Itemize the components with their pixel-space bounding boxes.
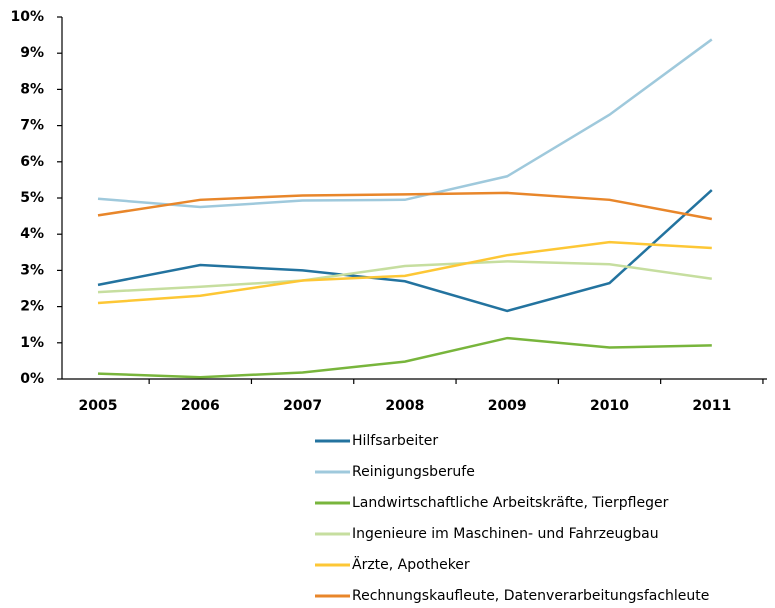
line-series bbox=[97, 191, 713, 221]
legend-label: Ärzte, Apotheker bbox=[352, 555, 470, 573]
x-tick-label: 2007 bbox=[283, 398, 322, 414]
y-tick-label: 6% bbox=[20, 154, 44, 170]
y-tick-label: 3% bbox=[20, 262, 44, 278]
legend-label: Rechnungskaufleute, Datenverarbeitungsfa… bbox=[352, 588, 709, 604]
x-tick-label: 2009 bbox=[488, 398, 527, 414]
y-tick-label: 10% bbox=[10, 9, 44, 25]
y-tick-label: 9% bbox=[20, 45, 44, 61]
y-tick-label: 5% bbox=[20, 190, 44, 206]
x-tick-label: 2006 bbox=[181, 398, 220, 414]
x-tick-label: 2005 bbox=[79, 398, 118, 414]
x-tick-label: 2011 bbox=[692, 398, 731, 414]
x-tick-label: 2010 bbox=[590, 398, 629, 414]
legend-label: Reinigungsberufe bbox=[352, 464, 475, 480]
y-tick-label: 7% bbox=[20, 118, 44, 134]
legend-label: Landwirtschaftliche Arbeitskräfte, Tierp… bbox=[352, 495, 669, 511]
line-series bbox=[97, 336, 712, 379]
line-series bbox=[97, 240, 712, 305]
legend-label: Hilfsarbeiter bbox=[352, 433, 438, 449]
line-series bbox=[97, 260, 712, 294]
y-tick-label: 0% bbox=[20, 371, 44, 387]
y-tick-label: 1% bbox=[20, 335, 44, 351]
y-tick-label: 2% bbox=[20, 299, 44, 315]
line-series bbox=[97, 38, 713, 209]
x-tick-label: 2008 bbox=[385, 398, 424, 414]
y-tick-label: 8% bbox=[20, 81, 44, 97]
legend-label: Ingenieure im Maschinen- und Fahrzeugbau bbox=[352, 526, 659, 542]
y-tick-label: 4% bbox=[20, 226, 44, 242]
line-series bbox=[97, 189, 713, 313]
